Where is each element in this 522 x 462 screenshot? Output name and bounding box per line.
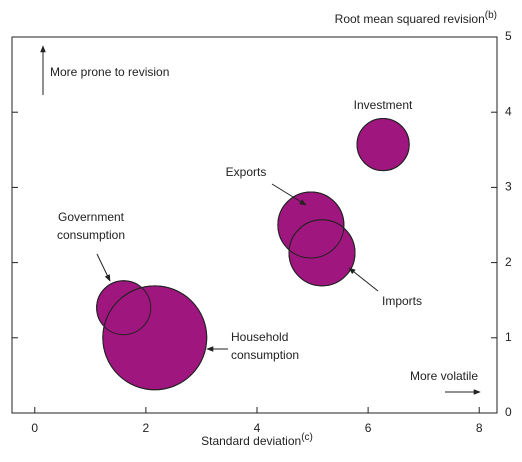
label-arrow [271,183,307,206]
y-tick-label: 4 [505,104,512,118]
bubble-outline [288,219,356,287]
y-tick-label: 2 [505,255,512,269]
annotation: More volatile [410,369,478,383]
bubble-outline [96,280,152,336]
annotation: More prone to revision [50,65,169,79]
x-tick-label: 0 [31,421,38,435]
bubble-label: Household [231,330,288,344]
y-tick-label: 3 [505,180,512,194]
bubble-label: Government [58,210,125,224]
y-axis-label: Root mean squared revision(b) [335,10,497,27]
bubble [102,285,208,391]
plot-frame [11,36,498,414]
bubble-label: consumption [57,228,125,242]
bubble-outline [356,117,410,172]
x-axis-label: Standard deviation(c) [201,432,313,449]
bubble-label: Imports [382,294,422,308]
y-tick-label: 0 [505,405,512,419]
bubble-label: Exports [226,165,267,179]
x-tick-label: 6 [365,421,372,435]
y-tick-label: 5 [505,29,512,43]
label-arrow [348,267,379,292]
x-tick-label: 2 [143,421,150,435]
bubble-label: Investment [354,98,413,112]
bubble-label: consumption [231,348,299,362]
x-tick-label: 4 [254,421,261,435]
label-arrow [96,253,111,282]
x-tick-label: 8 [476,421,483,435]
bubble-outline [277,191,345,259]
y-tick-label: 1 [505,330,512,344]
bubble-outline [102,285,208,391]
